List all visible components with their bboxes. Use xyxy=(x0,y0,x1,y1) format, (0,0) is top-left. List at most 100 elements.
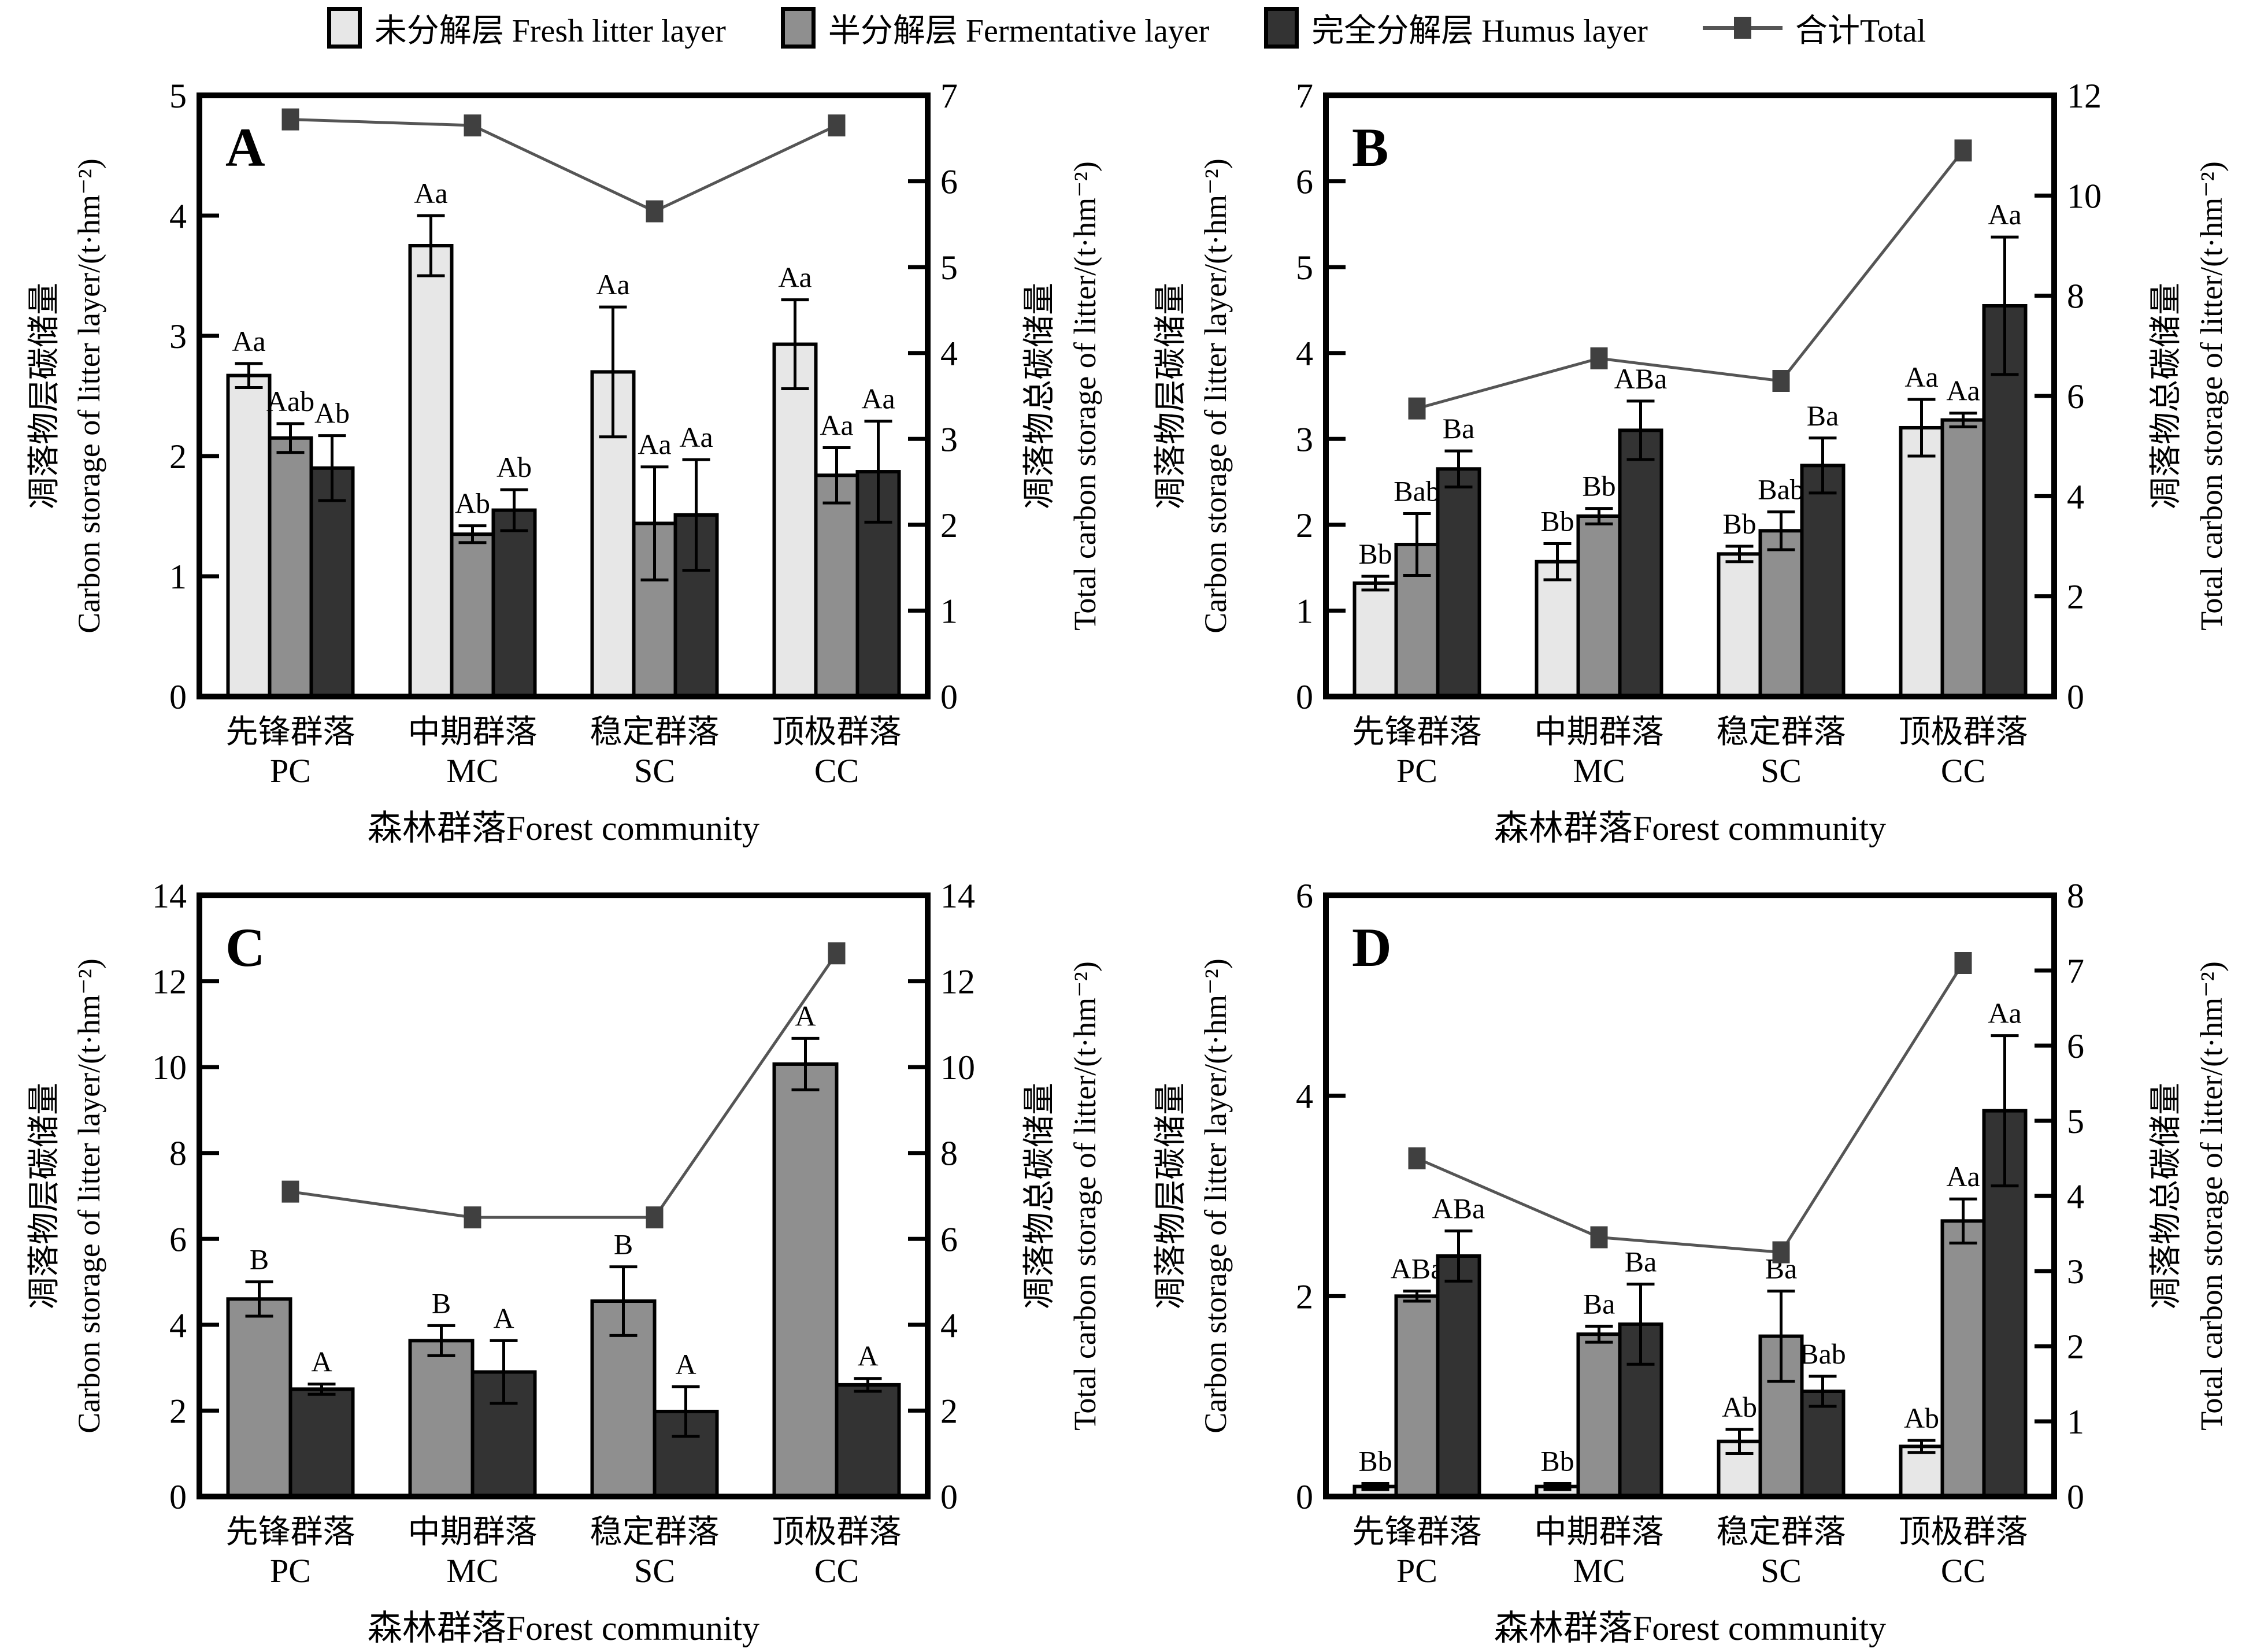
total-marker-PC xyxy=(281,1180,299,1203)
sig-label: Aa xyxy=(1988,997,2021,1029)
right-tick-label: 6 xyxy=(2067,1027,2084,1065)
total-line xyxy=(1416,962,1965,1254)
category-label-zh: 顶极群落 xyxy=(1899,714,2028,750)
right-tick-label: 8 xyxy=(2067,877,2084,915)
fermentative-bar xyxy=(1576,1332,1622,1498)
bar-humus-PC: Ab xyxy=(309,397,355,698)
fermentative-bar xyxy=(268,436,313,698)
bar-fermentative-CC: Aa xyxy=(1940,375,1986,698)
legend-label-total: 合计Total xyxy=(1795,13,1926,49)
sig-label: Aa xyxy=(1946,375,1980,407)
sig-label: Bab xyxy=(1758,473,1804,506)
sig-label: B xyxy=(432,1287,451,1319)
category-label-zh: 中期群落 xyxy=(1535,714,1664,750)
right-axis-title-en: Total carbon storage of litter/(t·hm⁻²) xyxy=(2194,161,2229,631)
fresh-bar xyxy=(772,342,818,698)
right-tick-label: 14 xyxy=(940,877,975,915)
sig-label: Aab xyxy=(266,385,314,417)
right-tick-label: 7 xyxy=(2067,952,2084,990)
total-marker-MC xyxy=(1590,1226,1608,1249)
fermentative-bar xyxy=(1940,1219,1986,1498)
axis-box xyxy=(1323,892,2057,1499)
bar-humus-SC: Bab xyxy=(1799,1338,1846,1498)
left-tick-label: 0 xyxy=(1296,1478,1313,1516)
bar-fresh-MC: Bb xyxy=(1535,505,1580,698)
bar-humus-CC: Aa xyxy=(1982,198,2028,698)
fermentative-bar xyxy=(408,1339,475,1498)
category-label-code: SC xyxy=(1761,1552,1802,1590)
left-tick-label: 2 xyxy=(1296,506,1313,545)
total-line-marker-icon xyxy=(1702,17,1783,39)
sig-label: Bb xyxy=(1358,538,1392,570)
sig-label: Ab xyxy=(314,397,350,429)
fresh-bar xyxy=(1352,581,1398,699)
legend: 未分解层 Fresh litter layer 半分解层 Fermentativ… xyxy=(0,3,2253,52)
bar-humus-PC: A xyxy=(288,1345,355,1498)
bar-fermentative-MC: B xyxy=(408,1287,475,1498)
bar-fresh-PC: Bb xyxy=(1352,538,1398,699)
bar-fresh-CC: Aa xyxy=(1899,361,1944,698)
category-label-code: PC xyxy=(1396,752,1437,790)
total-marker-SC xyxy=(646,1206,664,1229)
category-label-zh: 先锋群落 xyxy=(1352,714,1482,750)
sig-label: Aa xyxy=(232,325,265,357)
bar-humus-MC: Ab xyxy=(491,451,537,698)
left-axis-title-zh: 凋落物层碳储量 xyxy=(27,1083,62,1309)
left-tick-label: 4 xyxy=(1296,1077,1313,1116)
sig-label: A xyxy=(675,1348,696,1380)
bar-fermentative-CC: A xyxy=(772,999,839,1498)
right-tick-label: 8 xyxy=(940,1135,958,1173)
total-marker-SC xyxy=(1772,1241,1790,1264)
sig-label: ABa xyxy=(1432,1192,1485,1225)
fermentative-bar xyxy=(226,1297,292,1498)
sig-label: Ba xyxy=(1625,1246,1657,1278)
total-marker-SC xyxy=(646,200,664,223)
total-marker-CC xyxy=(1954,139,1972,162)
sig-label: Bb xyxy=(1540,1444,1574,1477)
fresh-litter-swatch-icon xyxy=(327,7,362,49)
right-tick-label: 4 xyxy=(2067,477,2084,516)
legend-label-fresh: 未分解层 Fresh litter layer xyxy=(374,13,726,49)
bar-fermentative-PC: Bab xyxy=(1394,475,1440,698)
left-tick-label: 12 xyxy=(152,963,187,1001)
left-tick-label: 6 xyxy=(1296,163,1313,201)
fermentative-bar xyxy=(814,473,859,699)
sig-label: Bb xyxy=(1358,1444,1392,1477)
bar-humus-PC: ABa xyxy=(1432,1192,1485,1498)
total-line xyxy=(290,118,838,213)
total-line-segment xyxy=(1702,25,1734,30)
sig-label: Aa xyxy=(778,261,811,294)
left-tick-label: 4 xyxy=(169,1306,187,1344)
panel-letter: C xyxy=(225,917,265,978)
fermentative-bar xyxy=(772,1062,839,1498)
left-tick-label: 0 xyxy=(169,678,187,716)
bar-fresh-PC: Aa xyxy=(226,325,272,698)
category-label-code: MC xyxy=(1573,752,1625,790)
fermentative-swatch-icon xyxy=(780,7,816,49)
bar-humus-SC: Ba xyxy=(1800,399,1846,698)
right-tick-label: 3 xyxy=(2067,1253,2084,1291)
right-tick-label: 2 xyxy=(940,506,958,545)
panel-letter: A xyxy=(225,117,265,178)
total-line xyxy=(1416,149,1965,410)
left-tick-label: 5 xyxy=(1296,249,1313,287)
right-tick-label: 2 xyxy=(940,1392,958,1430)
left-tick-label: 14 xyxy=(152,877,187,915)
axis-box xyxy=(1323,92,2057,699)
left-tick-label: 4 xyxy=(1296,335,1313,373)
humus-bar xyxy=(1618,428,1663,699)
axis-box xyxy=(197,892,931,1499)
right-tick-label: 5 xyxy=(2067,1102,2084,1140)
total-marker-CC xyxy=(828,114,846,136)
sig-label: Ab xyxy=(1722,1391,1757,1423)
fresh-bar xyxy=(1717,552,1762,698)
sig-label: B xyxy=(614,1228,633,1261)
category-label-code: MC xyxy=(446,1552,498,1590)
sig-label: Aa xyxy=(414,177,447,209)
bar-humus-SC: A xyxy=(653,1348,719,1499)
category-label-zh: 稳定群落 xyxy=(590,1514,720,1550)
category-label-zh: 中期群落 xyxy=(408,714,538,750)
